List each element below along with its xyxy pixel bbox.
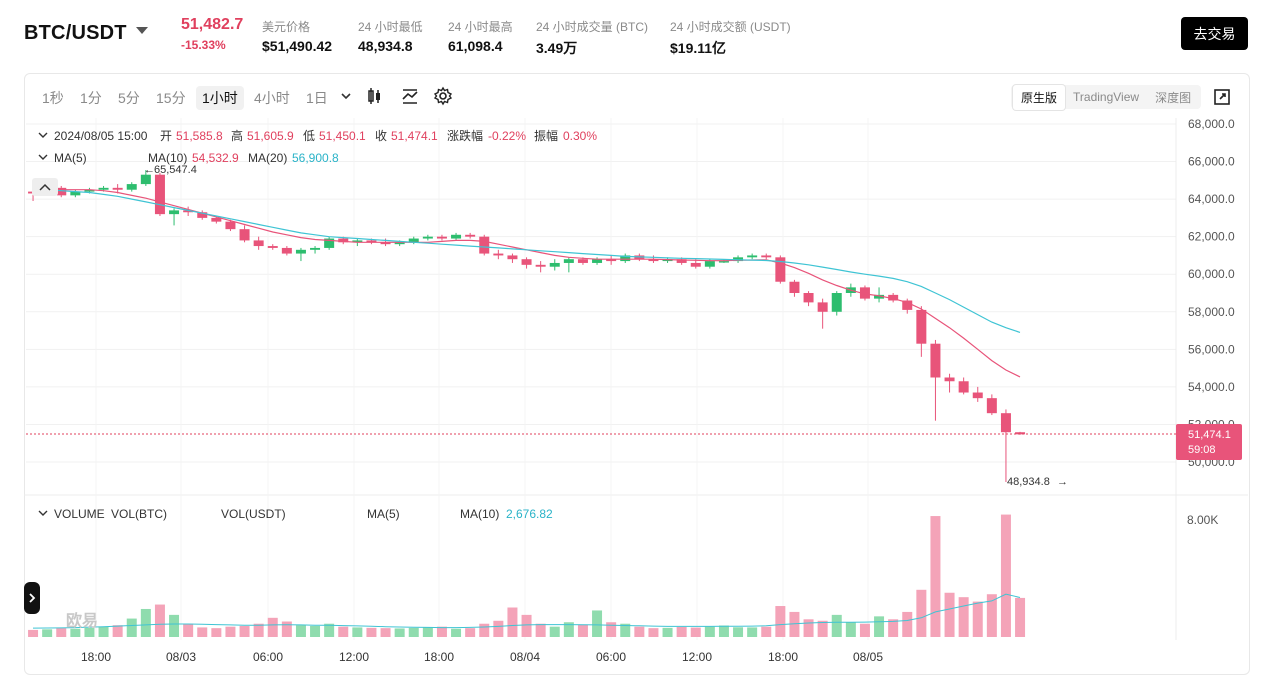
view-native[interactable]: 原生版 <box>1013 84 1066 110</box>
chart-toolbar: 1秒 1分 5分 15分 1小时 4小时 1日 <box>24 74 1248 118</box>
change-percent: -15.33% <box>181 38 226 52</box>
timeframe-1s[interactable]: 1秒 <box>42 90 64 106</box>
stat-label: 24 小时最高 <box>448 20 513 34</box>
timeframe-5m[interactable]: 5分 <box>118 90 140 106</box>
stat-24h-low: 24 小时最低 48,934.8 <box>358 18 423 54</box>
timeframe-1d[interactable]: 1日 <box>306 90 328 106</box>
indicators-icon[interactable] <box>400 86 420 106</box>
pair-selector[interactable]: BTC/USDT <box>24 22 127 44</box>
stat-value: 3.49万 <box>536 40 578 56</box>
stat-label: 24 小时成交量 (BTC) <box>536 20 649 34</box>
gear-icon[interactable] <box>433 86 453 106</box>
stat-value: $51,490.42 <box>262 38 333 54</box>
chart-panel <box>24 73 1250 675</box>
timeframe-4h[interactable]: 4小时 <box>254 90 290 106</box>
chevron-right-icon <box>29 593 36 603</box>
stat-label: 24 小时最低 <box>358 20 423 34</box>
last-price: 51,482.7 <box>181 16 244 33</box>
stat-24h-turnover: 24 小时成交额 (USDT) $19.11亿 <box>670 18 791 58</box>
view-depth[interactable]: 深度图 <box>1155 90 1192 105</box>
timeframe-15m[interactable]: 15分 <box>156 90 186 106</box>
stat-label: 美元价格 <box>262 20 311 34</box>
fullscreen-icon[interactable] <box>1212 87 1232 107</box>
chevron-down-icon[interactable] <box>136 27 148 34</box>
sidebar-toggle-button[interactable] <box>24 582 40 614</box>
market-header: BTC/USDT 51,482.7 -15.33% 美元价格 $51,490.4… <box>0 0 1280 70</box>
trade-button[interactable]: 去交易 <box>1181 17 1248 50</box>
timeframe-1m[interactable]: 1分 <box>80 90 102 106</box>
stat-value: $19.11亿 <box>670 40 727 56</box>
view-switcher: 原生版 TradingView 深度图 <box>1011 84 1202 110</box>
candlestick-type-icon[interactable] <box>365 86 385 106</box>
stat-label: 24 小时成交额 (USDT) <box>670 20 791 34</box>
view-tradingview[interactable]: TradingView <box>1073 90 1140 104</box>
stat-value: 48,934.8 <box>358 38 413 54</box>
stat-24h-volume: 24 小时成交量 (BTC) 3.49万 <box>536 18 648 58</box>
stat-usd-price: 美元价格 $51,490.42 <box>262 18 332 54</box>
chevron-down-icon[interactable] <box>336 86 356 106</box>
stat-value: 61,098.4 <box>448 38 503 54</box>
timeframe-1h[interactable]: 1小时 <box>196 86 244 110</box>
stat-24h-high: 24 小时最高 61,098.4 <box>448 18 513 54</box>
